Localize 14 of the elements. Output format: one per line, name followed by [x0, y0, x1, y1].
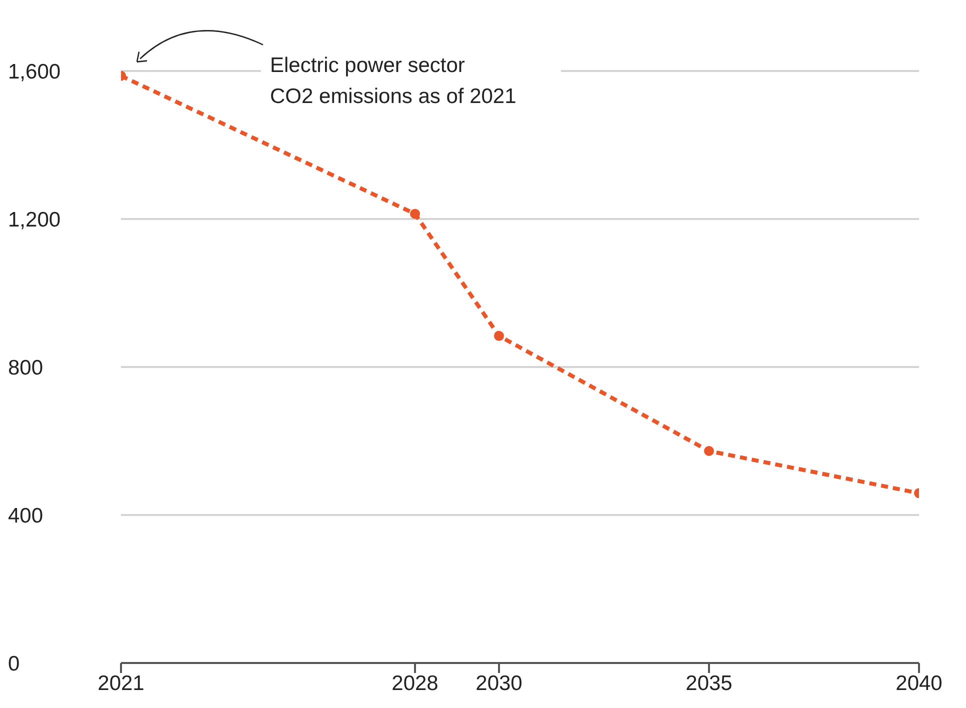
annotation: Electric power sector CO2 emissions as of 2021 [270, 54, 516, 108]
x-tick-label: 2030 [476, 672, 522, 695]
point [494, 330, 504, 341]
x-tick-label: 2035 [686, 672, 732, 695]
point [704, 446, 714, 456]
x-tick-label: 2021 [98, 672, 144, 695]
point [410, 208, 420, 219]
x-tick-label: 2028 [392, 672, 438, 695]
x-tick-label: 2040 [896, 672, 942, 695]
y-tick-label: 1,600 [8, 60, 61, 84]
y-tick-label: 1,200 [8, 208, 61, 232]
y-tick-label: 400 [8, 504, 44, 528]
y-tick-label: 800 [8, 356, 44, 380]
y-tick-label: 0 [8, 652, 20, 676]
